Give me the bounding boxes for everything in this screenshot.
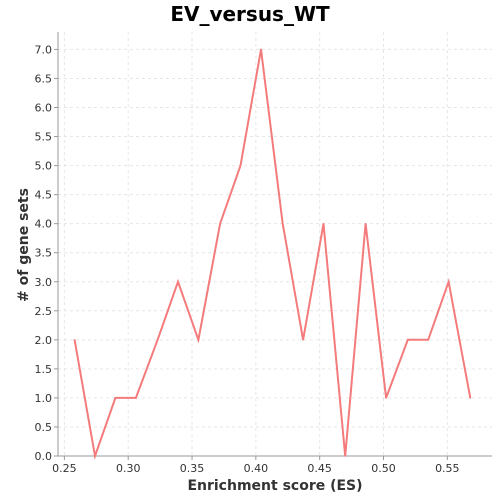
- y-tick-label: 1.0: [35, 392, 53, 405]
- data-point: [364, 222, 367, 225]
- data-point: [73, 339, 76, 341]
- data-point: [385, 397, 387, 399]
- data-point: [469, 397, 472, 399]
- data-point: [219, 222, 221, 225]
- data-point: [135, 397, 137, 399]
- y-tick-label: 7.0: [35, 43, 53, 56]
- data-point: [239, 164, 242, 167]
- data-point: [344, 455, 347, 457]
- y-tick-label: 0.0: [35, 450, 53, 463]
- y-tick-label: 6.5: [35, 72, 53, 85]
- y-tick-label: 2.0: [35, 334, 53, 347]
- y-tick-label: 4.0: [35, 218, 53, 231]
- grid: [58, 32, 492, 457]
- x-tick-label: 0.40: [244, 462, 269, 475]
- data-point: [406, 339, 409, 341]
- y-tick-label: 1.5: [35, 363, 53, 376]
- y-axis-label: # of gene sets: [16, 188, 32, 302]
- y-tick-label: 5.0: [35, 160, 53, 173]
- y-tick-label: 3.0: [35, 276, 53, 289]
- series-line: [73, 49, 472, 460]
- x-tick-label: 0.25: [52, 462, 77, 475]
- y-tick-label: 3.5: [35, 247, 53, 260]
- series-layer: [73, 48, 472, 460]
- data-point: [260, 48, 262, 51]
- data-point: [322, 222, 325, 225]
- y-tick-label: 6.0: [35, 102, 53, 115]
- data-point: [94, 455, 96, 457]
- data-point: [114, 397, 117, 399]
- x-tick-label: 0.35: [180, 462, 205, 475]
- data-point: [197, 339, 200, 341]
- y-tick-label: 4.5: [35, 189, 53, 202]
- tick-labels: 0.0 0.5 1.0 1.5 2.0 2.5 3.0 3.5 4.0 4.5 5.0 5.5 6.0 6…: [35, 43, 460, 475]
- data-point: [447, 280, 450, 283]
- data-point: [281, 222, 284, 225]
- y-tick-label: 2.5: [35, 305, 53, 318]
- axes: [54, 32, 492, 460]
- chart-title: EV_versus_WT: [170, 2, 330, 26]
- data-point: [177, 280, 179, 283]
- x-axis-label: Enrichment score (ES): [187, 478, 362, 494]
- data-point: [156, 339, 159, 341]
- y-tick-label: 0.5: [35, 421, 53, 434]
- y-tick-label: 5.5: [35, 131, 53, 144]
- x-tick-label: 0.55: [435, 462, 460, 475]
- data-point: [427, 339, 429, 341]
- x-tick-label: 0.45: [307, 462, 332, 475]
- data-point: [302, 339, 304, 341]
- x-tick-label: 0.50: [371, 462, 396, 475]
- x-tick-label: 0.30: [116, 462, 141, 475]
